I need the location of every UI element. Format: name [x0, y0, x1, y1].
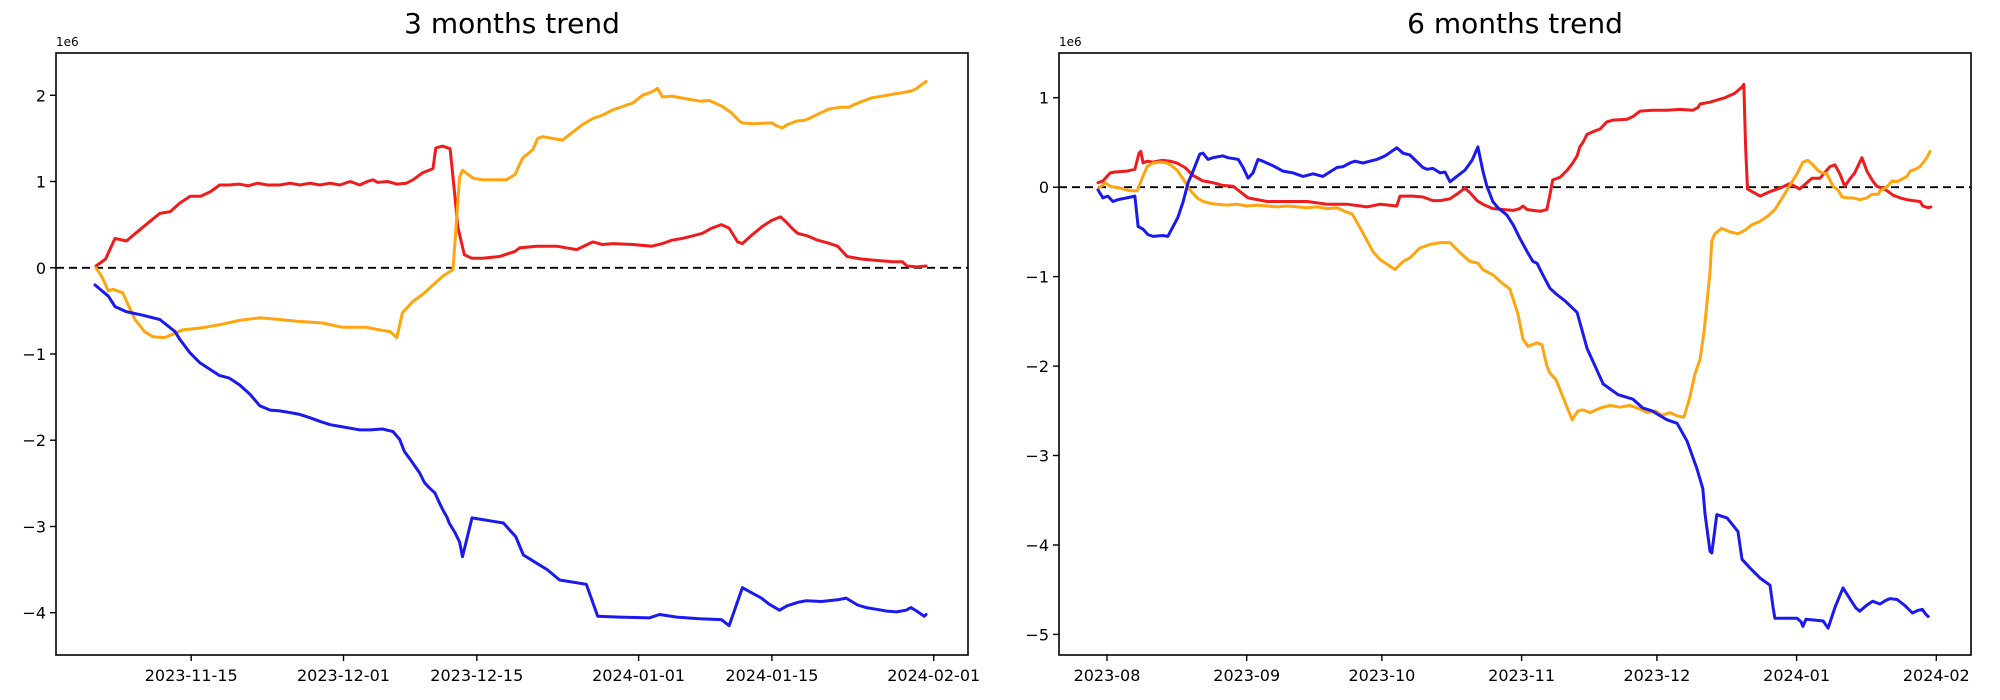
- chart-6-months-trend: 6 months trend 1e6 2023-08 2023-09 2023-10…: [1025, 7, 1972, 685]
- y-axis-offset-label: 1e6: [56, 35, 79, 49]
- series-line-blue: [1096, 145, 1930, 630]
- y-tick-label: 2: [36, 86, 46, 105]
- series-line-blue: [93, 283, 928, 628]
- chart-3-months-trend: 3 months trend 1e6 2023-11-15 2023-12-01 2…: [22, 7, 980, 685]
- x-tick-label: 2024-01: [1763, 666, 1830, 685]
- y-tick-label: −1: [1025, 268, 1049, 287]
- x-tick-label: 2023-09: [1213, 666, 1280, 685]
- chart-title: 6 months trend: [1407, 7, 1623, 40]
- y-tick-label: −3: [22, 518, 46, 537]
- plot-area: 2023-11-15 2023-12-01 2023-12-15 2024-01-01…: [22, 52, 980, 685]
- x-tick-label: 2024-01-15: [725, 666, 818, 685]
- x-tick-label: 2024-02-01: [887, 666, 980, 685]
- y-axis-offset-label: 1e6: [1059, 35, 1082, 49]
- x-tick-label: 2024-02: [1903, 666, 1970, 685]
- y-tick-label: 1: [1039, 89, 1049, 108]
- y-tick-label: −3: [1025, 447, 1049, 466]
- y-tick-label: 0: [1039, 178, 1049, 197]
- y-tick-label: −2: [1025, 357, 1049, 376]
- x-tick-label: 2023-10: [1348, 666, 1415, 685]
- y-tick-label: −4: [1025, 536, 1049, 555]
- y-tick-label: −5: [1025, 625, 1049, 644]
- x-tick-label: 2023-12-01: [297, 666, 390, 685]
- x-tick-label: 2023-08: [1074, 666, 1141, 685]
- x-tick-label: 2023-12: [1623, 666, 1690, 685]
- x-tick-label: 2023-11: [1488, 666, 1555, 685]
- y-tick-label: −1: [22, 345, 46, 364]
- plot-area: 2023-08 2023-09 2023-10 2023-11 2023-12 2024-…: [1025, 52, 1972, 685]
- series-line-orange: [1097, 149, 1932, 422]
- y-tick-label: 1: [36, 173, 46, 192]
- plot-frame: [1058, 52, 1972, 656]
- y-tick-label: −2: [22, 431, 46, 450]
- x-tick-label: 2023-12-15: [430, 666, 523, 685]
- series-line-red: [1096, 82, 1933, 213]
- y-tick-label: −4: [22, 604, 46, 623]
- chart-title: 3 months trend: [404, 7, 620, 40]
- series-line-red: [94, 144, 928, 269]
- series-line-orange: [94, 80, 928, 340]
- x-tick-label: 2023-11-15: [145, 666, 238, 685]
- y-tick-label: 0: [36, 259, 46, 278]
- x-tick-label: 2024-01-01: [592, 666, 685, 685]
